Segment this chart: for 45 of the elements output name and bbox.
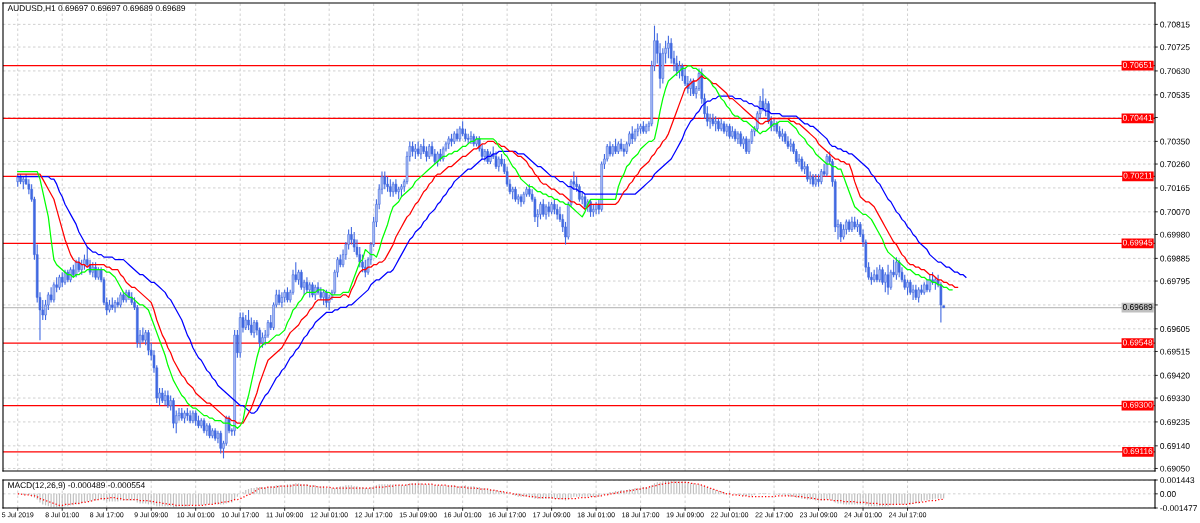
y-tick-label: 0.69235	[1160, 419, 1190, 426]
y-tick-label: 0.70165	[1160, 185, 1190, 192]
ref-line-label: 0.69300	[1122, 401, 1153, 408]
y-tick-label: 0.70260	[1160, 161, 1190, 168]
candlestick	[19, 173, 22, 185]
y-tick-label: 0.70630	[1160, 68, 1190, 75]
y-tick-label: 0.001443	[1160, 477, 1195, 484]
chart-title: AUDUSD,H1 0.69697 0.69697 0.69689 0.69689	[7, 5, 186, 13]
candlestick	[742, 135, 745, 150]
ref-line-label: 0.70651	[1122, 61, 1153, 68]
y-tick-label: 0.69140	[1160, 443, 1190, 449]
y-tick-label: 0.69515	[1160, 348, 1190, 355]
y-tick-label: 0.69795	[1160, 278, 1190, 285]
candlestick	[886, 264, 890, 296]
ref-line-label: 0.70211	[1123, 172, 1153, 179]
y-tick-label: 0.70815	[1160, 21, 1190, 28]
candlestick	[450, 133, 453, 147]
candlestick	[667, 35, 670, 59]
candlestick	[108, 299, 111, 314]
candlestick	[83, 254, 86, 271]
candlestick	[172, 397, 175, 429]
candlestick	[52, 281, 56, 303]
y-tick-label: 0.69885	[1160, 255, 1190, 262]
ref-line-label: 0.69689	[1122, 304, 1153, 310]
y-tick-label: 0.69605	[1160, 326, 1190, 332]
ref-line-label: 0.69945	[1122, 239, 1153, 246]
y-tick-label: 0.69050	[1160, 465, 1190, 472]
y-tick-label: 0.70725	[1160, 44, 1190, 51]
y-tick-label: 0.00	[1160, 491, 1176, 497]
y-tick-label: 0.69330	[1160, 395, 1190, 402]
candlestick	[797, 153, 801, 168]
candlestick	[352, 231, 356, 253]
ref-line-label: 0.69548	[1122, 339, 1153, 346]
y-tick-label: 0.70535	[1160, 92, 1190, 98]
candlestick	[825, 153, 829, 178]
ref-line-label: 0.70441	[1122, 114, 1153, 121]
y-tick-label: 0.70350	[1160, 138, 1190, 145]
candlestick	[622, 143, 626, 158]
y-tick-label: -0.001477	[1160, 505, 1197, 512]
ref-line-label: 0.69116	[1123, 448, 1153, 455]
y-tick-label: 0.70070	[1160, 209, 1190, 215]
y-tick-label: 0.69420	[1160, 372, 1190, 379]
y-tick-label: 0.69980	[1160, 231, 1190, 238]
candlestick	[675, 55, 679, 77]
chart-title: MACD(12,26,9) -0.000489 -0.000554	[8, 482, 145, 490]
